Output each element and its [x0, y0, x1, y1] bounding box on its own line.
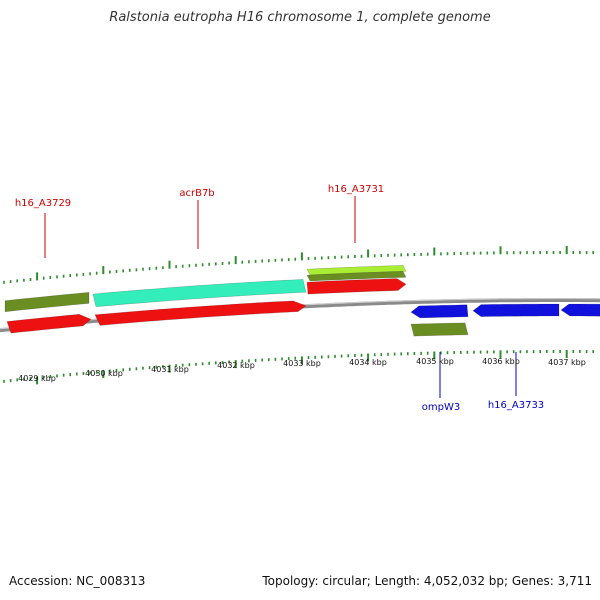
outer-tick-row [3, 246, 595, 284]
gene-h16-a3731-olive[interactable] [306, 271, 407, 282]
scale-label-4033: 4033 kbp [283, 359, 321, 368]
gene-acrb7b[interactable] [92, 279, 307, 308]
inner-tick-row [3, 350, 595, 385]
cds-arrow-ompw3[interactable] [410, 304, 469, 319]
feature-label-acrb7b[interactable]: acrB7b [179, 188, 214, 199]
cds-arrow-h16-a3733[interactable] [472, 303, 560, 317]
map-title: Ralstonia eutropha H16 chromosome 1, com… [109, 10, 491, 25]
scale-label-4037: 4037 kbp [548, 358, 586, 367]
cds-arrow-h16-a3731[interactable] [306, 278, 407, 295]
scale-label-4031: 4031 kbp [151, 365, 189, 374]
feature-label-h16-a3731[interactable]: h16_A3731 [328, 184, 384, 195]
gene-ompw3[interactable] [410, 322, 469, 337]
accession-text: Accession: NC_008313 [9, 574, 146, 588]
cds-arrow-unlabeled[interactable] [560, 303, 600, 317]
feature-label-h16-a3733[interactable]: h16_A3733 [488, 400, 544, 411]
gene-h16-a3729[interactable] [4, 292, 90, 313]
scale-label-4030: 4030 kbp [85, 369, 123, 378]
scale-label-4029: 4029 kbp [18, 374, 56, 383]
feature-label-h16-a3729[interactable]: h16_A3729 [15, 198, 71, 209]
topology-text: Topology: circular; Length: 4,052,032 bp… [262, 574, 592, 588]
cds-arrow-acrb7b[interactable] [94, 300, 307, 326]
scale-label-4032: 4032 kbp [217, 361, 255, 370]
scale-label-4036: 4036 kbp [482, 357, 520, 366]
cds-arrow-h16-a3729[interactable] [6, 313, 92, 334]
scale-label-4035: 4035 kbp [416, 357, 454, 366]
scale-label-4034: 4034 kbp [349, 358, 387, 367]
feature-label-ompw3[interactable]: ompW3 [422, 402, 460, 413]
